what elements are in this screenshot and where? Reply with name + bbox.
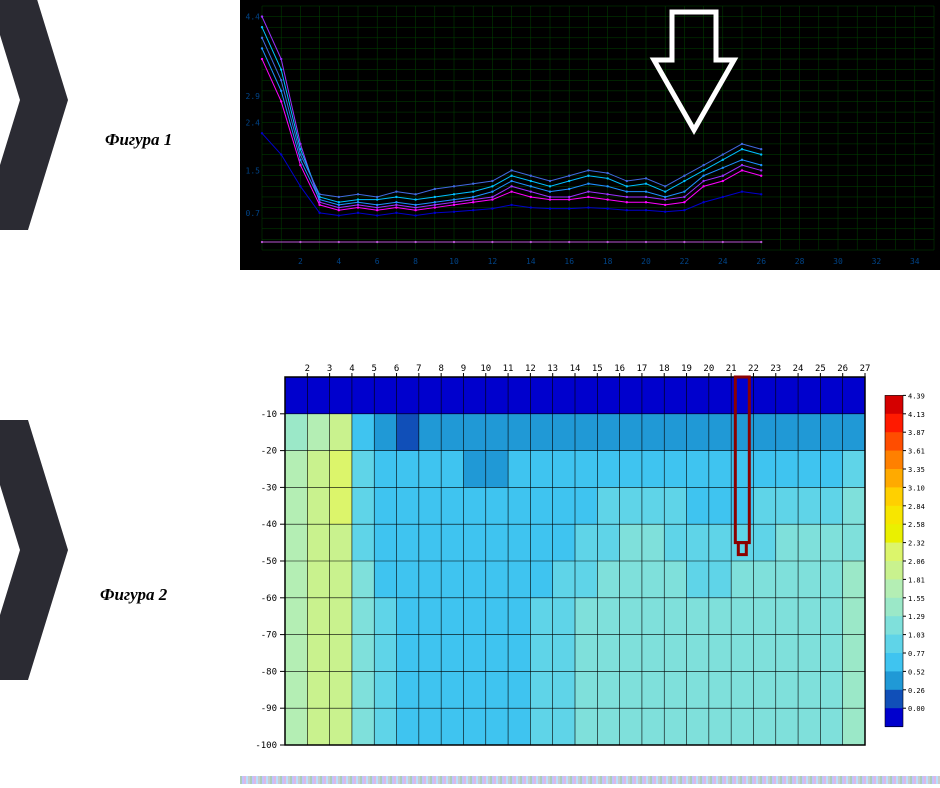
svg-text:21: 21: [726, 364, 737, 374]
svg-text:6: 6: [375, 257, 380, 266]
svg-text:18: 18: [603, 257, 613, 266]
svg-text:16: 16: [614, 364, 625, 374]
svg-text:32: 32: [872, 257, 882, 266]
svg-text:-30: -30: [261, 483, 277, 493]
svg-text:-20: -20: [261, 447, 277, 457]
svg-text:0.77: 0.77: [908, 650, 925, 658]
svg-text:2: 2: [298, 257, 303, 266]
svg-text:-70: -70: [261, 631, 277, 641]
svg-text:-90: -90: [261, 704, 277, 714]
svg-text:3.10: 3.10: [908, 484, 925, 492]
svg-text:0.52: 0.52: [908, 668, 925, 676]
svg-text:-80: -80: [261, 667, 277, 677]
svg-text:26: 26: [837, 364, 848, 374]
figure-1-line-chart: 2468101214161820222426283032340.71.52.42…: [240, 0, 940, 270]
svg-text:11: 11: [503, 364, 514, 374]
svg-text:8: 8: [438, 364, 443, 374]
svg-text:15: 15: [592, 364, 603, 374]
chevron-decoration-2: [0, 420, 70, 680]
svg-text:2.32: 2.32: [908, 540, 925, 548]
svg-text:24: 24: [793, 364, 804, 374]
svg-text:14: 14: [526, 257, 536, 266]
svg-text:-40: -40: [261, 520, 277, 530]
svg-text:8: 8: [413, 257, 418, 266]
svg-text:3: 3: [327, 364, 332, 374]
svg-text:1.29: 1.29: [908, 613, 925, 621]
svg-text:14: 14: [570, 364, 581, 374]
svg-text:17: 17: [637, 364, 648, 374]
svg-text:-50: -50: [261, 557, 277, 567]
svg-text:28: 28: [795, 257, 805, 266]
svg-text:0.26: 0.26: [908, 687, 925, 695]
svg-text:34: 34: [910, 257, 920, 266]
figure-1-label: Фигура 1: [105, 130, 172, 150]
svg-text:4.39: 4.39: [908, 392, 925, 400]
svg-text:5: 5: [372, 364, 377, 374]
svg-text:1.03: 1.03: [908, 632, 925, 640]
svg-text:19: 19: [681, 364, 692, 374]
svg-text:0.7: 0.7: [246, 209, 261, 218]
svg-text:3.35: 3.35: [908, 466, 925, 474]
svg-text:1.55: 1.55: [908, 595, 925, 603]
svg-text:2.84: 2.84: [908, 503, 925, 511]
svg-text:2: 2: [305, 364, 310, 374]
svg-text:22: 22: [748, 364, 759, 374]
svg-text:18: 18: [659, 364, 670, 374]
svg-text:20: 20: [641, 257, 651, 266]
svg-text:2.9: 2.9: [246, 92, 261, 101]
svg-text:1.81: 1.81: [908, 576, 925, 584]
svg-text:10: 10: [480, 364, 491, 374]
svg-text:4: 4: [349, 364, 354, 374]
svg-text:4.13: 4.13: [908, 411, 925, 419]
figure-2-heatmap: 2345678910111213141516171819202122232425…: [240, 355, 940, 755]
svg-text:7: 7: [416, 364, 421, 374]
chevron-decoration-1: [0, 0, 70, 230]
svg-text:6: 6: [394, 364, 399, 374]
svg-text:27: 27: [860, 364, 871, 374]
svg-text:24: 24: [718, 257, 728, 266]
svg-text:0.00: 0.00: [908, 705, 925, 713]
svg-text:20: 20: [703, 364, 714, 374]
svg-text:4: 4: [336, 257, 341, 266]
svg-text:22: 22: [680, 257, 690, 266]
svg-text:3.87: 3.87: [908, 429, 925, 437]
svg-text:-10: -10: [261, 410, 277, 420]
svg-text:30: 30: [833, 257, 843, 266]
svg-text:23: 23: [770, 364, 781, 374]
svg-text:2.58: 2.58: [908, 521, 925, 529]
svg-text:12: 12: [525, 364, 536, 374]
svg-text:2.4: 2.4: [246, 119, 261, 128]
svg-text:2.06: 2.06: [908, 558, 925, 566]
svg-text:12: 12: [488, 257, 498, 266]
svg-text:9: 9: [461, 364, 466, 374]
figure-2-label: Фигура 2: [100, 585, 167, 605]
svg-text:25: 25: [815, 364, 826, 374]
noise-strip: [240, 776, 940, 784]
svg-text:-100: -100: [255, 741, 277, 751]
svg-text:10: 10: [449, 257, 459, 266]
svg-text:-60: -60: [261, 594, 277, 604]
svg-text:26: 26: [756, 257, 766, 266]
svg-text:3.61: 3.61: [908, 448, 925, 456]
svg-text:13: 13: [547, 364, 558, 374]
svg-text:1.5: 1.5: [246, 166, 261, 175]
svg-text:4.4: 4.4: [246, 13, 261, 22]
svg-text:16: 16: [564, 257, 574, 266]
